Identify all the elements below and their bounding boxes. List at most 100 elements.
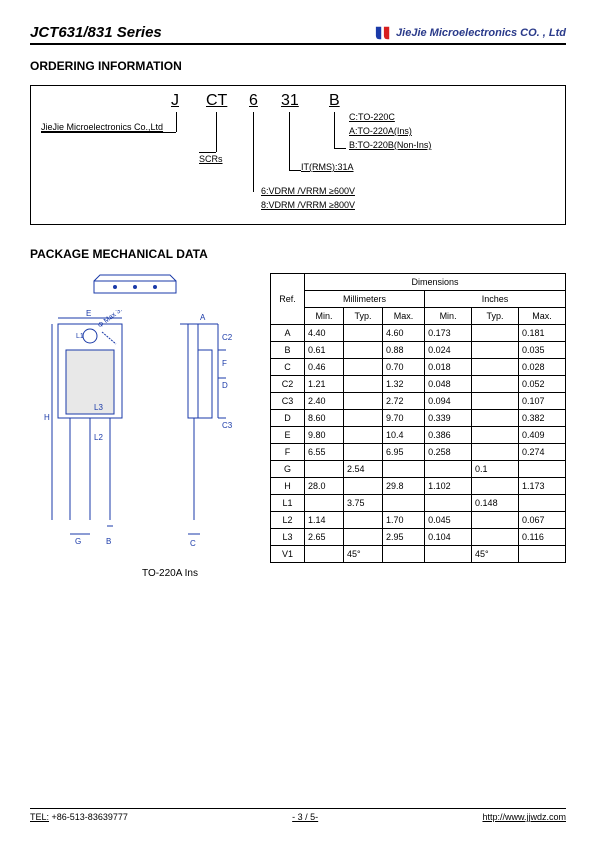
cell-value: 1.14 — [305, 512, 344, 529]
tel-number: +86-513-83639777 — [52, 812, 128, 822]
package-title: PACKAGE MECHANICAL DATA — [30, 247, 566, 261]
dim-l3-label: L3 — [94, 403, 103, 412]
ord-vline — [334, 112, 335, 148]
cell-value: 2.54 — [343, 461, 382, 478]
cell-value — [472, 393, 519, 410]
cell-value: 2.72 — [382, 393, 424, 410]
cell-value — [343, 427, 382, 444]
ord-letter-31: 31 — [281, 92, 299, 110]
ord-vline — [176, 112, 177, 132]
cell-value: 4.60 — [382, 325, 424, 342]
cell-value: 1.173 — [518, 478, 565, 495]
cell-value: 0.88 — [382, 342, 424, 359]
cell-value — [343, 376, 382, 393]
dim-d-label: D — [222, 381, 228, 390]
company-name: JieJie Microelectronics CO. , Ltd — [396, 27, 566, 39]
cell-value — [472, 410, 519, 427]
table-row: C0.460.700.0180.028 — [271, 359, 566, 376]
cell-value: 10.4 — [382, 427, 424, 444]
page-footer: TEL: +86-513-83639777 - 3 / 5- http://ww… — [30, 808, 566, 822]
footer-url: http://www.jjwdz.com — [482, 812, 566, 822]
cell-value — [472, 512, 519, 529]
cell-ref: H — [271, 478, 305, 495]
ord-hline — [334, 148, 346, 149]
th-ref: Ref. — [271, 274, 305, 325]
dim-l2-label: L2 — [94, 433, 103, 442]
cell-value: 45° — [472, 546, 519, 563]
cell-value — [472, 427, 519, 444]
cell-value — [305, 546, 344, 563]
package-diagram: E H G B L2 L3 L1 Φ Max 3.8mm — [30, 273, 270, 579]
dim-l1-label: L1 — [76, 333, 84, 340]
ord-letter-j: J — [171, 92, 179, 110]
th-dimensions: Dimensions — [305, 274, 566, 291]
th-mm: Millimeters — [305, 291, 425, 308]
cell-value: 0.46 — [305, 359, 344, 376]
ord-a-line: A:TO-220A(Ins) — [349, 126, 412, 136]
ord-c-line: C:TO-220C — [349, 112, 395, 122]
dim-e-label: E — [86, 310, 91, 318]
cell-value: 0.274 — [518, 444, 565, 461]
cell-ref: F — [271, 444, 305, 461]
ordering-diagram: J CT 6 31 B JieJie Microelectronics Co.,… — [30, 85, 566, 225]
cell-value: 4.40 — [305, 325, 344, 342]
ord-company-label: JieJie Microelectronics Co.,Ltd — [41, 122, 163, 132]
table-row: B0.610.880.0240.035 — [271, 342, 566, 359]
cell-ref: L1 — [271, 495, 305, 512]
th-max: Max. — [518, 308, 565, 325]
dimensions-table: Ref. Dimensions Millimeters Inches Min. … — [270, 273, 566, 563]
cell-value — [472, 376, 519, 393]
cell-value: 6.95 — [382, 444, 424, 461]
cell-value: 9.70 — [382, 410, 424, 427]
ord-itrms: IT(RMS):31A — [301, 162, 354, 172]
cell-value — [518, 461, 565, 478]
to-220a-label: TO-220A Ins — [70, 568, 270, 579]
cell-value — [472, 478, 519, 495]
company-logo-icon — [374, 25, 392, 41]
cell-value — [472, 359, 519, 376]
package-row: E H G B L2 L3 L1 Φ Max 3.8mm — [30, 273, 566, 579]
cell-value — [343, 359, 382, 376]
cell-value — [343, 342, 382, 359]
cell-ref: D — [271, 410, 305, 427]
topview-icon — [90, 273, 180, 297]
tel-label: TEL: — [30, 812, 49, 822]
table-row: H28.029.81.1021.173 — [271, 478, 566, 495]
table-row: L32.652.950.1040.116 — [271, 529, 566, 546]
ord-hline — [289, 170, 301, 171]
ord-hline — [199, 152, 216, 153]
cell-value — [472, 342, 519, 359]
cell-value: 0.028 — [518, 359, 565, 376]
th-max: Max. — [382, 308, 424, 325]
cell-ref: E — [271, 427, 305, 444]
cell-ref: C — [271, 359, 305, 376]
dim-b-label: B — [106, 537, 111, 546]
ord-vline — [253, 112, 254, 192]
cell-value: 6.55 — [305, 444, 344, 461]
cell-ref: L2 — [271, 512, 305, 529]
cell-ref: L3 — [271, 529, 305, 546]
cell-value — [472, 444, 519, 461]
cell-ref: G — [271, 461, 305, 478]
cell-value: 0.339 — [425, 410, 472, 427]
footer-tel: TEL: +86-513-83639777 — [30, 812, 128, 822]
table-row: E9.8010.40.3860.409 — [271, 427, 566, 444]
cell-value: 8.60 — [305, 410, 344, 427]
cell-value: 0.094 — [425, 393, 472, 410]
cell-value — [518, 546, 565, 563]
ord-vline — [289, 112, 290, 170]
cell-value: 1.21 — [305, 376, 344, 393]
ord-letter-6: 6 — [249, 92, 258, 110]
company-block: JieJie Microelectronics CO. , Ltd — [374, 25, 566, 41]
cell-ref: C3 — [271, 393, 305, 410]
front-view-icon: E H G B L2 L3 L1 Φ Max 3.8mm — [30, 310, 150, 560]
cell-value: 0.024 — [425, 342, 472, 359]
cell-ref: A — [271, 325, 305, 342]
cell-value — [343, 393, 382, 410]
cell-value: 28.0 — [305, 478, 344, 495]
footer-page: - 3 / 5- — [292, 812, 318, 822]
cell-value: 45° — [343, 546, 382, 563]
cell-value — [382, 495, 424, 512]
cell-value: 0.409 — [518, 427, 565, 444]
cell-value: 1.102 — [425, 478, 472, 495]
